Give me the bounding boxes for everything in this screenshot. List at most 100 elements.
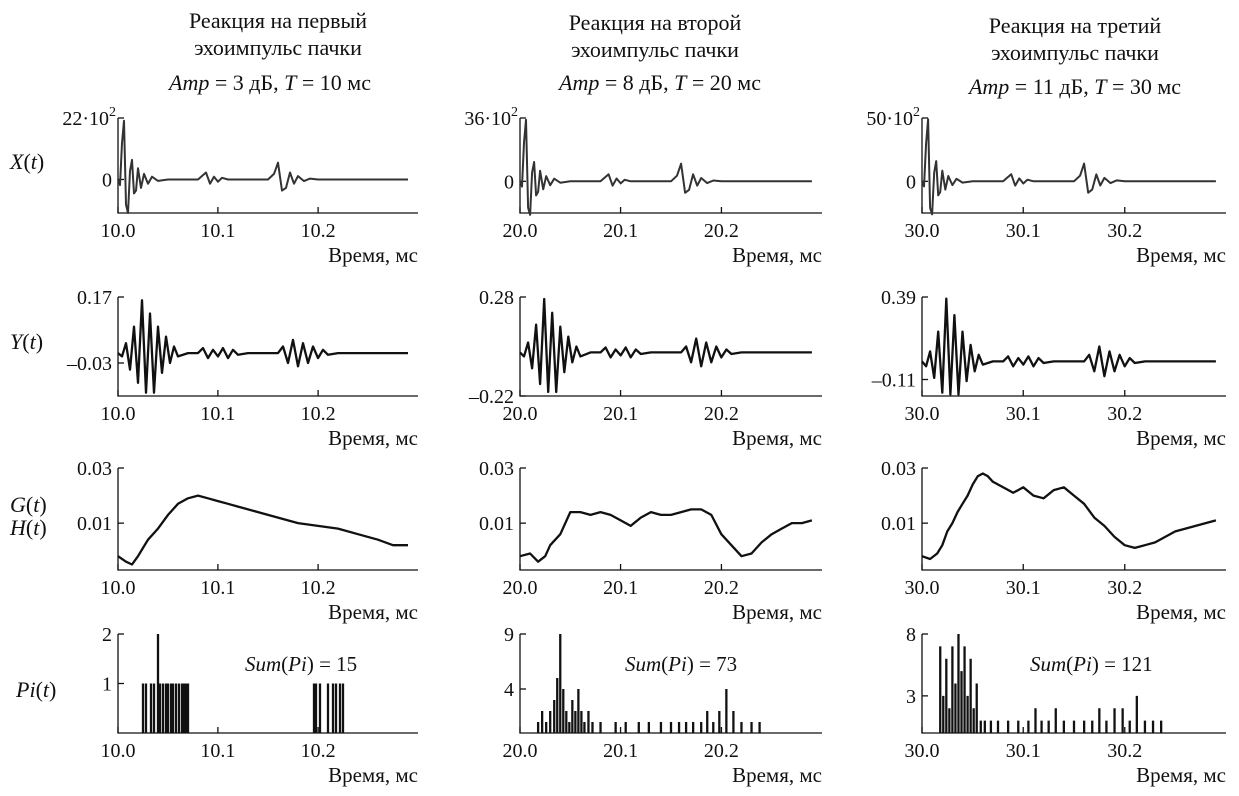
x-tick-label: 20.2 [704, 577, 739, 599]
x-tick-label: 10.1 [200, 220, 235, 242]
column-2-params: Amp = 8 дБ, T = 20 мс [557, 70, 761, 95]
x-tick-label: 30.1 [1006, 403, 1041, 425]
param-amp-value: = 8 дБ, [599, 70, 674, 95]
param-t-symbol: T [1094, 74, 1108, 99]
series-line [519, 508, 813, 563]
x-tick-label: 20.1 [603, 577, 638, 599]
y-tick-label: 1 [102, 674, 112, 696]
y-tick-label: –0.22 [468, 386, 514, 408]
axis-frame [519, 297, 822, 397]
column-title-1: Реакция на первый эхоимпульс пачки Amp =… [167, 8, 371, 95]
x-tick-label: 20.2 [704, 220, 739, 242]
x-tick-label: 30.2 [1107, 403, 1142, 425]
sum-annotation-3: Sum(Pi) = 121 [1030, 652, 1153, 676]
y-tick-label: 2 [102, 624, 112, 646]
y-tick-label: 0.03 [77, 458, 112, 480]
param-t-symbol: T [284, 70, 298, 95]
x-axis-label: Время, мс [732, 600, 822, 624]
axis-frame [921, 468, 1226, 571]
x-tick-label: 30.0 [905, 577, 940, 599]
axis-frame [117, 118, 418, 214]
axis-frame [117, 297, 418, 397]
series-line [117, 119, 408, 214]
x-tick-label: 30.0 [905, 403, 940, 425]
x-tick-label: 20.2 [704, 403, 739, 425]
x-tick-label: 20.0 [503, 740, 538, 762]
series-line [519, 297, 812, 394]
x-tick-label: 30.2 [1107, 740, 1142, 762]
x-axis-label: Время, мс [1136, 243, 1226, 267]
x-axis-label: Время, мс [732, 426, 822, 450]
x-axis-label: Время, мс [732, 243, 822, 267]
y-tick-label: 0 [504, 171, 514, 193]
x-tick-label: 10.0 [101, 740, 136, 762]
y-tick-label-exponent: 2 [913, 105, 920, 120]
param-t-value: = 30 мс [1106, 74, 1181, 99]
param-t-symbol: T [674, 70, 688, 95]
y-tick-label-base: 22·10 [62, 108, 109, 130]
y-tick-label: 0.01 [479, 513, 514, 535]
x-tick-label: 30.1 [1006, 220, 1041, 242]
param-amp-symbol: Amp [167, 70, 209, 95]
column-title-2: Реакция на второй эхоимпульс пачки Amp =… [557, 10, 761, 95]
column-title-3: Реакция на третий эхоимпульс пачки Amp =… [967, 13, 1181, 99]
axis-frame [117, 468, 418, 571]
x-tick-label: 30.0 [905, 740, 940, 762]
y-tick-label-exponent: 2 [511, 105, 518, 120]
x-tick-label: 20.1 [603, 740, 638, 762]
y-tick-label: 8 [906, 624, 916, 646]
y-tick-label-exponent: 2 [109, 105, 116, 120]
y-tick-label: 0.39 [881, 287, 916, 309]
x-axis-label: Время, мс [328, 426, 418, 450]
row-label-x: X(t) [9, 149, 44, 174]
x-tick-label: 10.1 [200, 577, 235, 599]
series-line [921, 297, 1216, 396]
x-axis-label: Время, мс [328, 763, 418, 787]
sum-annotation-1: Sum(Pi) = 15 [245, 652, 357, 676]
y-tick-label: –0.03 [66, 353, 112, 375]
column-title-1-line-2: эхоимпульс пачки [194, 35, 362, 60]
x-tick-label: 30.0 [905, 220, 940, 242]
x-tick-label: 20.0 [503, 220, 538, 242]
x-tick-label: 20.1 [603, 220, 638, 242]
x-axis-label: Время, мс [328, 243, 418, 267]
row-label-g: G(t) [10, 492, 47, 517]
x-tick-label: 10.1 [200, 403, 235, 425]
x-tick-label: 20.2 [704, 740, 739, 762]
x-tick-label: 30.2 [1107, 577, 1142, 599]
y-tick-label: 0.28 [479, 287, 514, 309]
x-tick-label: 10.0 [101, 220, 136, 242]
y-tick-label: 0.17 [77, 287, 112, 309]
x-tick-label: 20.0 [503, 577, 538, 599]
y-tick-label: 3 [906, 686, 916, 708]
y-tick-label: 0 [102, 169, 112, 191]
column-title-2-line-2: эхоимпульс пачки [571, 37, 739, 62]
y-tick-label: 50·102 [866, 105, 920, 130]
column-title-1-line-1: Реакция на первый [189, 8, 367, 33]
param-amp-symbol: Amp [967, 74, 1009, 99]
y-tick-label-base: 50·10 [866, 108, 913, 130]
series-line [921, 472, 1217, 561]
axis-frame [519, 118, 822, 214]
x-tick-label: 20.1 [603, 403, 638, 425]
x-tick-label: 10.1 [200, 740, 235, 762]
x-axis-label: Время, мс [328, 600, 418, 624]
x-axis-label: Время, мс [732, 763, 822, 787]
param-amp-value: = 3 дБ, [209, 70, 284, 95]
y-tick-label: 4 [504, 679, 514, 701]
axis-frame [921, 118, 1226, 214]
series-line [921, 118, 1216, 216]
y-tick-label: –0.11 [871, 370, 916, 392]
y-tick-label: 9 [504, 624, 514, 646]
series-line [117, 494, 408, 566]
x-tick-label: 10.2 [301, 403, 336, 425]
